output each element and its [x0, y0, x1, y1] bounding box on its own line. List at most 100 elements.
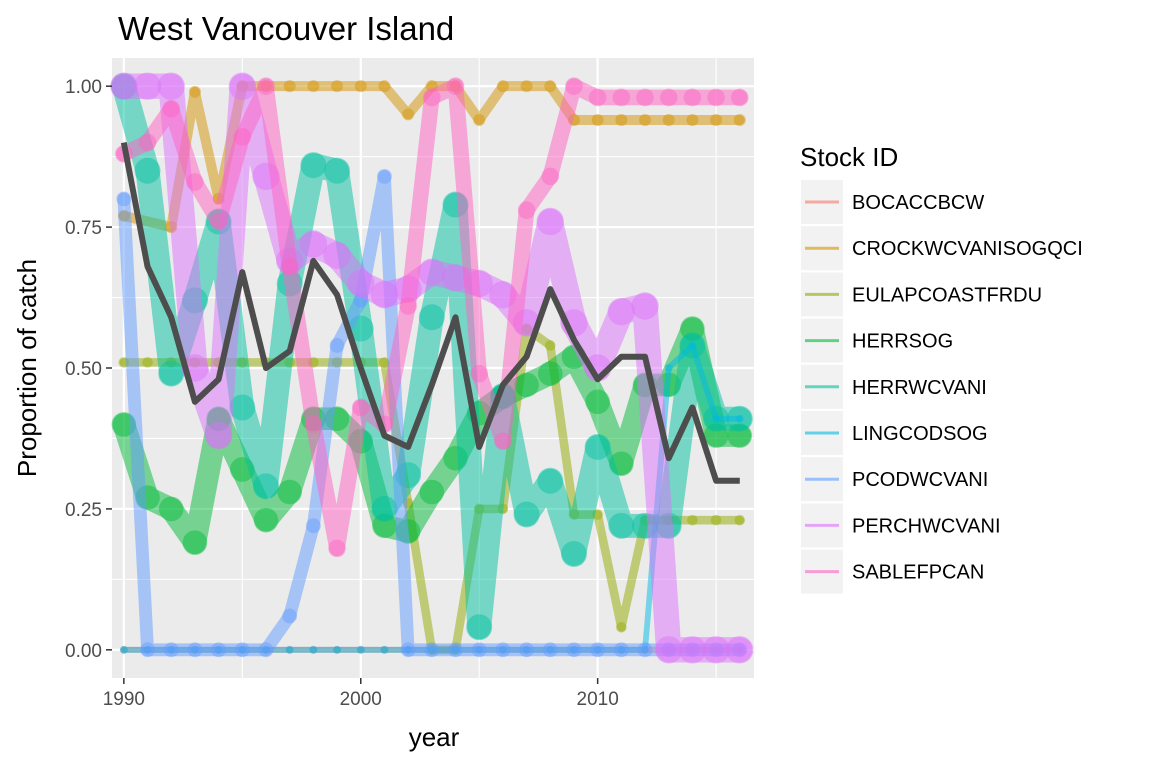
data-point	[328, 539, 346, 558]
data-point	[612, 88, 631, 107]
series-line	[111, 73, 753, 663]
data-point	[536, 207, 564, 236]
data-point	[710, 114, 723, 126]
data-point	[209, 212, 228, 231]
data-point	[560, 541, 587, 567]
data-point	[448, 642, 463, 658]
y-tick-label: 0.25	[65, 500, 102, 521]
data-point	[186, 173, 204, 191]
data-point	[473, 114, 486, 126]
data-point	[309, 645, 318, 654]
data-point	[329, 338, 345, 353]
data-point	[710, 514, 722, 526]
data-point	[372, 513, 397, 539]
legend-item-eulapcoastfrdu: EULAPCOASTFRDU	[801, 272, 1042, 317]
data-point	[228, 72, 256, 100]
data-point	[347, 269, 375, 298]
data-point	[133, 72, 162, 100]
y-tick-label: 0.00	[65, 641, 102, 662]
x-tick-label: 2010	[577, 689, 619, 710]
data-point	[257, 77, 275, 95]
data-point	[471, 642, 487, 658]
data-point	[520, 80, 533, 93]
data-point	[680, 316, 705, 341]
data-point	[142, 357, 153, 368]
data-point	[544, 340, 556, 351]
axes: 0.00 0.25 0.50 0.75 1.00 1990 2000 2010	[65, 77, 619, 710]
legend-label: EULAPCOASTFRDU	[852, 284, 1042, 306]
legend-item-herrsog: HERRSOG	[801, 318, 953, 363]
data-point	[734, 514, 746, 526]
data-point	[356, 645, 365, 654]
data-point	[662, 114, 675, 126]
legend: Stock ID BOCACCBCW CROCKWCVANISOGQCI EULAP…	[800, 142, 1083, 594]
data-point	[607, 297, 636, 326]
legend-item-perchwcvani: PERCHWCVANI	[801, 503, 1001, 548]
legend-label: SABLEFPCAN	[852, 562, 984, 584]
data-point	[544, 80, 557, 93]
data-point	[537, 467, 564, 494]
data-point	[688, 341, 697, 350]
data-point	[608, 512, 635, 539]
data-point	[300, 152, 327, 179]
data-point	[324, 157, 351, 184]
data-point	[519, 642, 534, 658]
series-line	[117, 169, 747, 657]
data-point	[687, 514, 698, 526]
data-point	[441, 264, 470, 292]
x-axis-title: year	[409, 722, 460, 752]
data-point	[613, 642, 629, 658]
data-point	[285, 645, 294, 654]
data-point	[466, 614, 493, 641]
x-tick-label: 1990	[103, 689, 145, 710]
data-point	[566, 642, 582, 658]
data-point	[470, 364, 488, 383]
data-point	[305, 518, 321, 534]
data-point	[446, 77, 465, 95]
data-point	[402, 108, 415, 121]
data-point	[565, 77, 583, 95]
data-point	[664, 364, 673, 372]
data-point	[686, 114, 699, 126]
data-point	[495, 642, 511, 658]
data-point	[639, 114, 652, 126]
data-point	[299, 230, 328, 258]
data-point	[277, 479, 302, 505]
data-point	[424, 642, 440, 658]
data-point	[304, 415, 323, 434]
data-point	[418, 304, 445, 331]
data-point	[380, 645, 389, 654]
data-point	[211, 642, 227, 658]
data-point	[655, 636, 683, 664]
data-point	[371, 495, 398, 522]
y-tick-label: 0.50	[65, 359, 102, 380]
data-point	[730, 88, 749, 107]
legend-item-bocaccbcw: BOCACCBCW	[801, 180, 984, 224]
data-point	[354, 80, 367, 93]
data-point	[591, 114, 604, 126]
data-point	[351, 398, 370, 417]
data-point	[423, 88, 441, 107]
legend-label: LINGCODSOG	[852, 423, 988, 445]
legend-label: PCODWCVANI	[852, 469, 988, 491]
data-point	[370, 281, 399, 309]
data-point	[157, 72, 185, 100]
data-point	[162, 99, 181, 118]
data-point	[733, 114, 746, 126]
data-point	[517, 201, 536, 219]
data-point	[399, 297, 417, 315]
data-point	[158, 496, 184, 522]
data-point	[514, 372, 539, 398]
data-point	[584, 433, 611, 460]
data-point	[702, 636, 730, 664]
legend-label: HERRSOG	[852, 331, 953, 353]
data-point	[712, 414, 720, 423]
data-point	[588, 88, 607, 107]
data-point	[379, 357, 390, 368]
data-point	[585, 389, 610, 415]
data-point	[258, 642, 274, 658]
legend-item-crockwcvanisogqci: CROCKWCVANISOGQCI	[801, 226, 1083, 271]
data-point	[234, 642, 250, 658]
legend-item-herrwcvani: HERRWCVANI	[801, 364, 987, 409]
data-point	[378, 80, 391, 93]
